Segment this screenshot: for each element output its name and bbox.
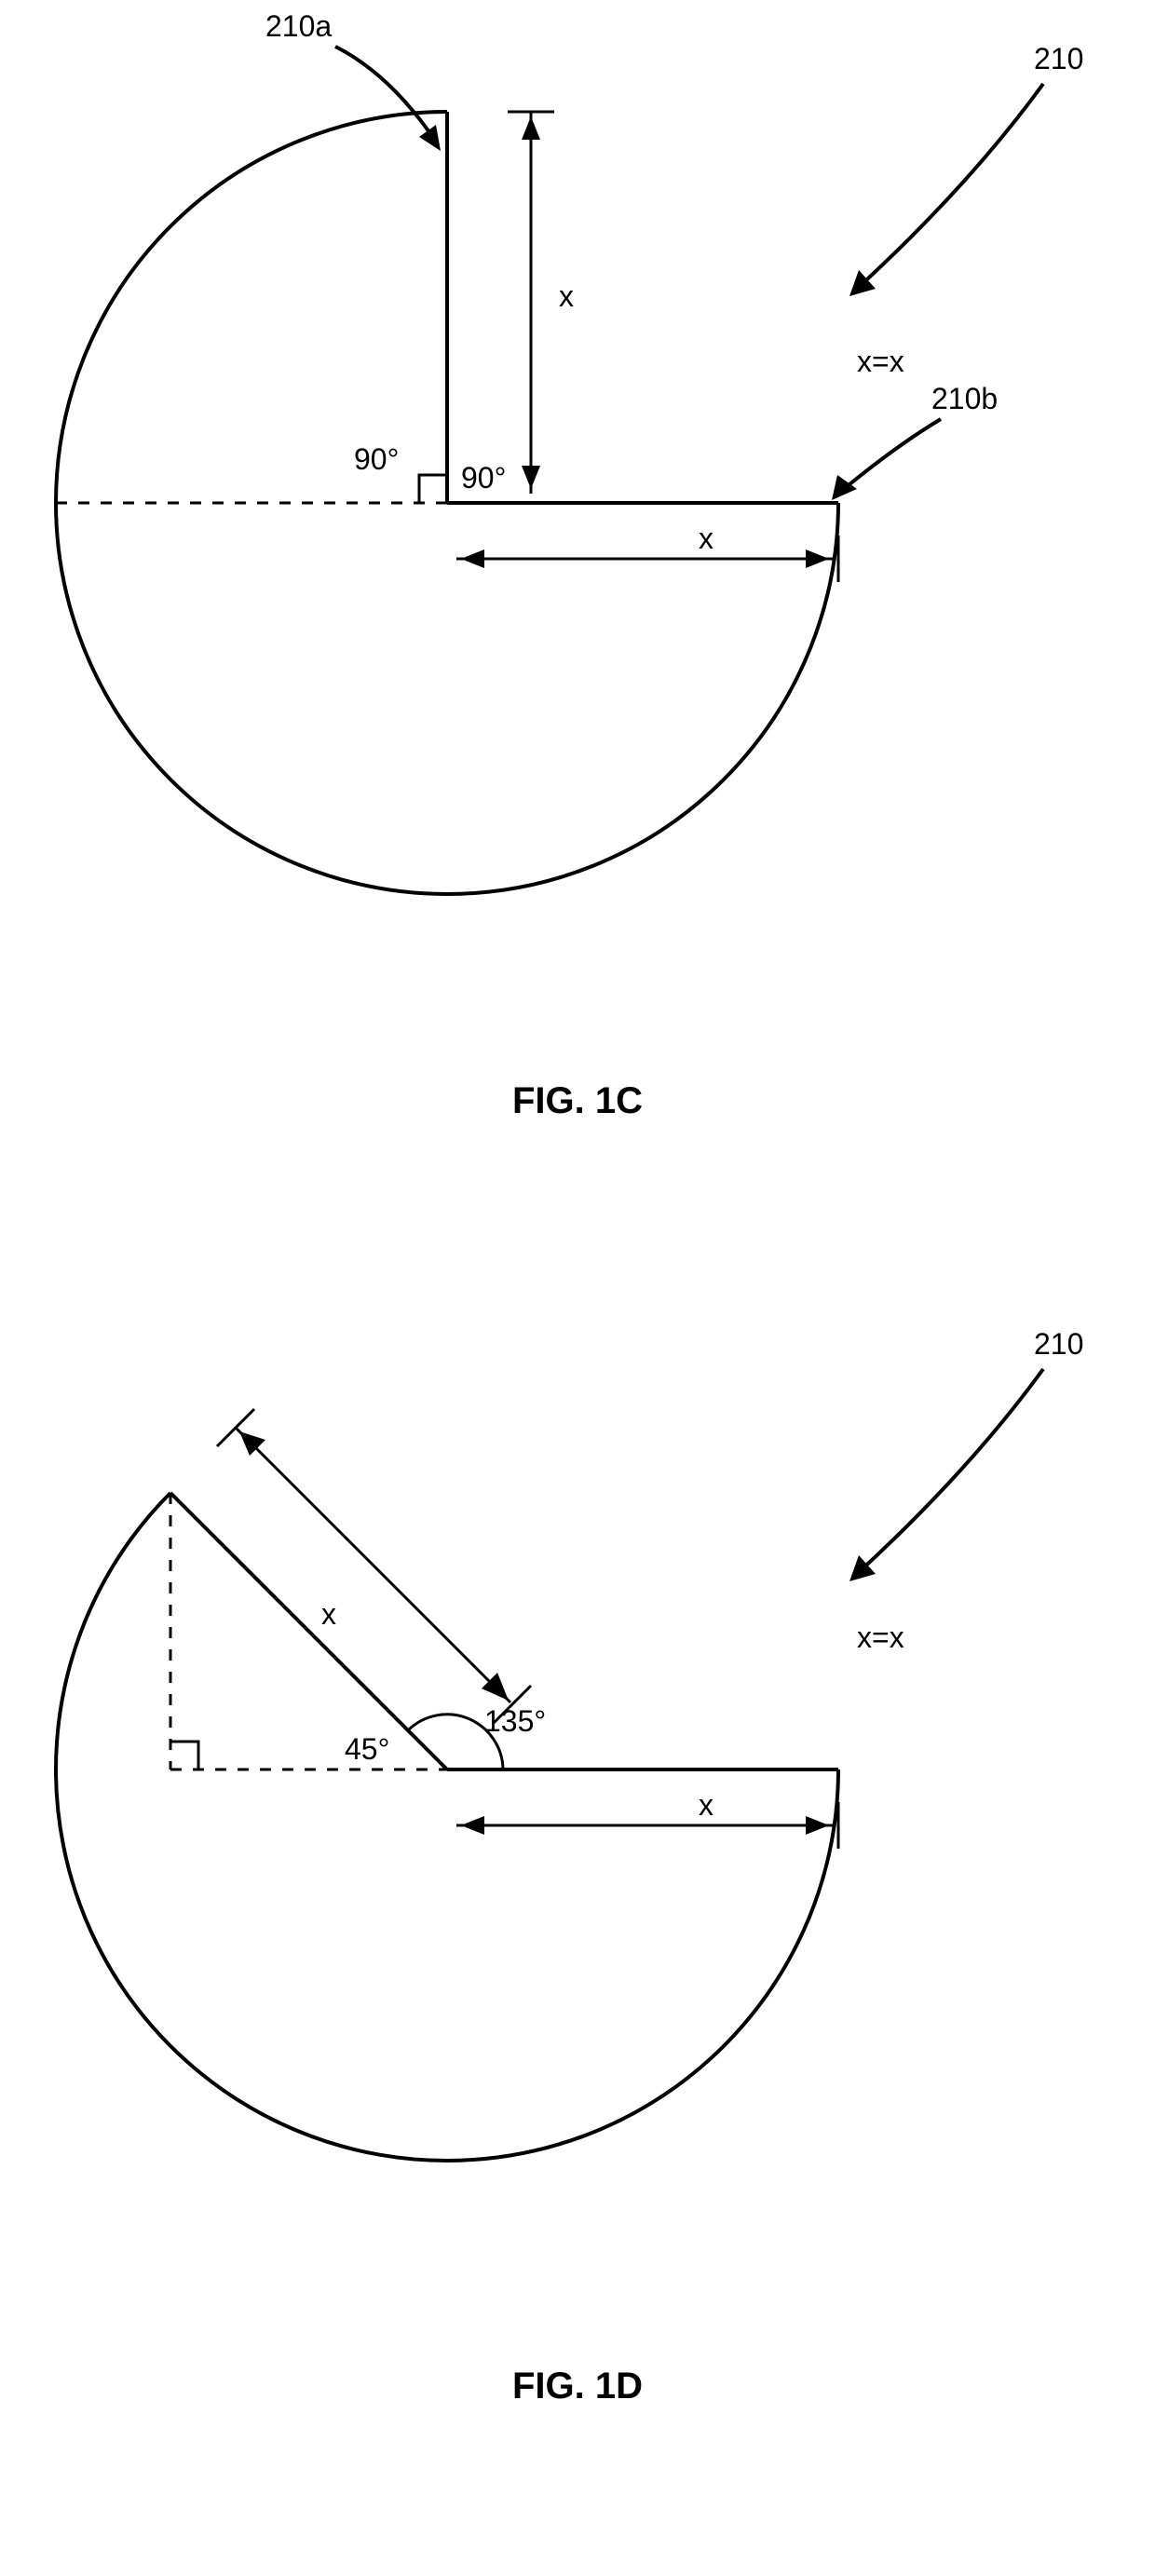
label-angle-left-1c: 90° xyxy=(354,442,399,477)
dim-diagonal-line-1d xyxy=(236,1428,510,1702)
callout-210a-arrow xyxy=(335,47,438,144)
label-x-horizontal-1d: x xyxy=(699,1788,713,1823)
label-210a: 210a xyxy=(265,9,332,44)
dim-horizontal-arrow-left-1c xyxy=(461,549,484,568)
label-210-1c: 210 xyxy=(1034,42,1083,76)
callout-210-arrow-1d xyxy=(857,1369,1043,1574)
callout-210a-arrowhead xyxy=(419,125,441,151)
dim-vertical-arrow-bottom xyxy=(522,466,540,489)
label-x-vertical-1c: x xyxy=(559,279,574,314)
figure-1d-svg xyxy=(0,1267,1155,2384)
right-angle-marker-1c xyxy=(419,475,447,503)
label-equation-1d: x=x xyxy=(857,1620,904,1655)
figure-1d-title: FIG. 1D xyxy=(0,2366,1155,2407)
label-equation-1c: x=x xyxy=(857,345,904,379)
label-x-horizontal-1c: x xyxy=(699,522,713,556)
callout-210b-arrowhead xyxy=(832,475,857,500)
edge-diagonal-1d xyxy=(170,1493,447,1769)
label-angle-left-1d: 45° xyxy=(345,1732,389,1767)
label-210b: 210b xyxy=(931,382,998,416)
figure-1c-title: FIG. 1C xyxy=(0,1080,1155,1122)
label-angle-right-1c: 90° xyxy=(461,461,506,495)
label-x-diagonal-1d: x xyxy=(321,1597,336,1632)
right-angle-marker-1d xyxy=(170,1742,198,1769)
label-210-1d: 210 xyxy=(1034,1327,1083,1362)
dim-vertical-arrow-top xyxy=(522,116,540,140)
figure-1c-svg xyxy=(0,0,1155,1118)
dim-horizontal-arrow-right-1c xyxy=(806,549,829,568)
dim-horizontal-arrow-right-1d xyxy=(806,1816,829,1835)
label-angle-right-1d: 135° xyxy=(484,1704,546,1739)
dim-horizontal-arrow-left-1d xyxy=(461,1816,484,1835)
callout-210-arrow-1c xyxy=(857,84,1043,289)
callout-210b-arrow xyxy=(838,419,941,494)
figure-1d-container: 210 x=x x x 45° 135° FIG. 1D xyxy=(0,1267,1155,2570)
figure-1c-container: 210a 210 210b x=x x x 90° 90° FIG. 1C xyxy=(0,0,1155,1211)
